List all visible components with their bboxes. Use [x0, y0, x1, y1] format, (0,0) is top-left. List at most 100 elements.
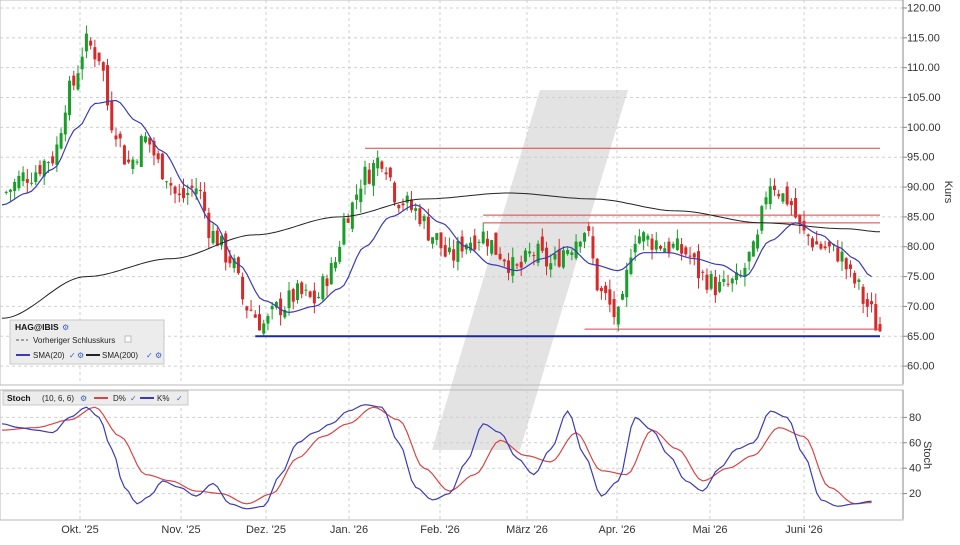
candle-body — [532, 255, 536, 257]
price-legend: HAG@IBIS ⚙ Vorheriger Schlusskurs SMA(20… — [9, 319, 165, 365]
candle-body — [304, 289, 308, 291]
candle-body — [426, 216, 430, 241]
candle-body — [629, 257, 633, 275]
candle-body — [169, 183, 173, 186]
candle-body — [726, 283, 730, 285]
candle-body — [701, 271, 705, 273]
x-tick-label: Dez. '25 — [246, 524, 286, 536]
candle-body — [861, 286, 865, 304]
price-tick-label: 75.00 — [907, 271, 935, 283]
legend-prev-close-checkbox[interactable] — [124, 335, 132, 343]
candle-body — [401, 203, 405, 206]
price-tick-label: 90.00 — [907, 182, 935, 194]
candle-body — [93, 47, 97, 60]
legend-symbol-settings-icon[interactable]: ⚙ — [62, 323, 69, 332]
candle-body — [836, 247, 840, 262]
candle-body — [156, 153, 160, 160]
candle-body — [772, 185, 776, 191]
legend-sma200-settings-icon[interactable]: ⚙ — [155, 351, 162, 360]
candle-body — [211, 230, 215, 244]
candle-body — [325, 278, 329, 286]
candle-body — [203, 191, 207, 211]
candle-body — [253, 314, 257, 318]
candle-body — [519, 261, 523, 268]
candle-body — [152, 140, 156, 156]
legend-sma200-check-icon[interactable]: ✓ — [146, 351, 153, 360]
candle-body — [114, 135, 118, 140]
candle-body — [549, 263, 553, 270]
candle-body — [165, 181, 169, 183]
candle-body — [84, 33, 88, 52]
candle-body — [646, 235, 650, 240]
legend-sma20-check-icon[interactable]: ✓ — [69, 351, 76, 360]
candle-body — [583, 232, 587, 242]
price-tick-label: 100.00 — [907, 122, 941, 134]
candle-body — [730, 278, 734, 284]
stoch-tick-label: 60 — [909, 437, 921, 449]
candle-body — [241, 276, 245, 300]
candle-body — [688, 255, 692, 257]
candle-body — [604, 285, 608, 294]
stoch-d-check-icon[interactable]: ✓ — [130, 394, 137, 403]
candle-body — [439, 232, 443, 249]
candle-body — [122, 145, 126, 165]
candle-body — [452, 249, 456, 261]
stoch-settings-icon[interactable]: ⚙ — [80, 394, 87, 403]
stoch-k-label: K% — [157, 394, 169, 403]
candle-body — [578, 241, 582, 247]
stoch-k-check-icon[interactable]: ✓ — [176, 394, 183, 403]
candle-body — [224, 233, 228, 263]
candle-body — [747, 251, 751, 262]
candle-body — [38, 165, 42, 175]
candle-body — [262, 323, 266, 334]
candle-body — [625, 269, 629, 298]
candle-body — [393, 182, 397, 203]
candle-body — [68, 80, 72, 116]
x-tick-label: Okt. '25 — [61, 524, 99, 536]
price-tick-label: 95.00 — [907, 152, 935, 164]
candle-body — [274, 301, 278, 308]
candle-body — [17, 175, 21, 189]
candle-body — [317, 296, 321, 298]
x-tick-label: Apr. '26 — [599, 524, 636, 536]
candle-body — [287, 290, 291, 309]
candle-body — [566, 250, 570, 254]
stoch-k-line — [1, 404, 872, 510]
price-tick-label: 110.00 — [907, 62, 940, 74]
candle-body — [692, 253, 696, 258]
candle-body — [139, 136, 143, 168]
candle-body — [481, 231, 485, 244]
candle-body — [540, 236, 544, 251]
candle-body — [431, 237, 435, 244]
candle-body — [654, 240, 658, 250]
legend-sma20-settings-icon[interactable]: ⚙ — [77, 351, 84, 360]
candle-body — [249, 309, 253, 311]
candle-body — [333, 262, 337, 269]
candle-body — [781, 193, 785, 202]
candle-body — [257, 314, 261, 331]
stoch-axis-title: Stoch — [921, 441, 933, 469]
candle-body — [764, 197, 768, 205]
candle-body — [443, 245, 447, 257]
candle-body — [321, 276, 325, 300]
x-tick-label: Feb. '26 — [420, 524, 459, 536]
candle-body — [507, 260, 511, 273]
candle-body — [435, 233, 439, 240]
candle-body — [21, 172, 25, 182]
candle-body — [844, 258, 848, 270]
candle-body — [874, 304, 878, 331]
watermark-logo — [432, 90, 628, 450]
candle-body — [675, 238, 679, 251]
candle-body — [131, 159, 135, 169]
candle-body — [371, 163, 375, 186]
candle-body — [363, 166, 367, 185]
candle-body — [523, 250, 527, 262]
candle-body — [473, 235, 477, 250]
candle-body — [760, 206, 764, 231]
price-tick-label: 60.00 — [907, 361, 935, 373]
candle-body — [815, 241, 819, 245]
sma20-line — [1, 99, 872, 314]
candle-body — [405, 195, 409, 203]
candle-body — [300, 282, 304, 295]
legend-symbol: HAG@IBIS — [15, 322, 59, 332]
